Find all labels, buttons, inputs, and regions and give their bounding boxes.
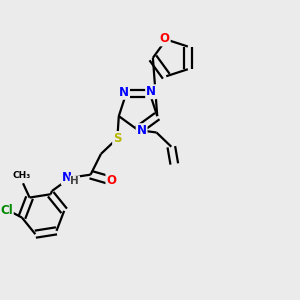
Text: Cl: Cl [0,204,13,217]
Text: N: N [136,124,147,137]
Text: N: N [62,171,72,184]
Text: O: O [106,173,116,187]
Text: CH₃: CH₃ [12,171,31,180]
Text: N: N [146,85,156,98]
Text: N: N [119,86,129,99]
Text: H: H [70,176,79,186]
Text: S: S [113,132,122,145]
Text: O: O [160,32,170,45]
